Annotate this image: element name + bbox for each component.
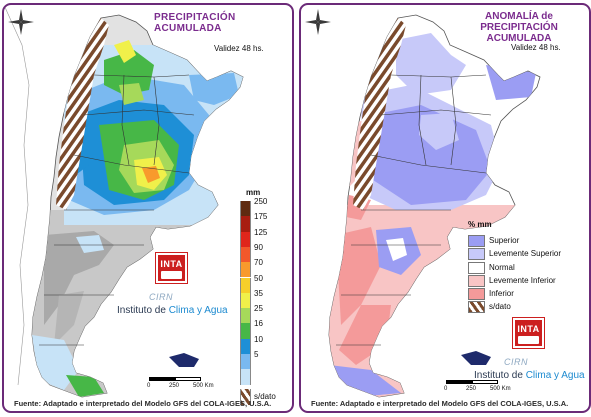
legend-swatch [240, 292, 251, 309]
legend-swatch [240, 201, 251, 217]
legend-item: 25 [240, 304, 286, 324]
inta-logo-text: INTA [517, 324, 540, 334]
legend-item: 16 [240, 319, 286, 339]
legend-swatch [468, 274, 485, 287]
scale-label-0: 0 [444, 386, 448, 392]
legend-label: Normal [489, 262, 515, 272]
scale-label-250: 250 [466, 386, 477, 392]
legend-item: 10 [240, 335, 286, 354]
map-title-line1: ANOMALÍA de [485, 11, 553, 22]
legend-swatch [240, 246, 251, 263]
malvinas-islands [461, 351, 491, 365]
legend-label: 10 [254, 334, 263, 344]
legend-label: 70 [254, 258, 263, 268]
validity-label: Validez 48 hs. [511, 43, 561, 52]
scale-bar: 0 250 500 Km [147, 377, 214, 397]
cirn-logo: CIRN [504, 357, 528, 367]
legend-label: Inferior [489, 289, 514, 299]
legend-item: 125 [240, 228, 286, 247]
legend-swatch [240, 262, 251, 278]
no-data-swatch [240, 389, 251, 405]
scale-label-500: 500 Km [490, 386, 511, 392]
scale-label-500: 500 Km [193, 383, 214, 389]
legend-swatch [240, 216, 251, 232]
map-title: PRECIPITACIÓN ACUMULADA [154, 12, 236, 34]
legend-label: 16 [254, 319, 263, 329]
institute-name: Instituto de Clima y Agua [117, 305, 228, 316]
legend-unit: mm [246, 188, 261, 197]
no-data-label: s/dato [489, 302, 511, 311]
legend-unit: % mm [468, 220, 492, 229]
legend-item: 5 [240, 350, 286, 370]
legend-label: 25 [254, 304, 263, 314]
no-data-label: s/dato [254, 392, 276, 401]
legend-item: 90 [240, 243, 286, 263]
compass-rose-icon [305, 9, 331, 35]
map-title: ANOMALÍA de PRECIPITACIÓN ACUMULADA [449, 11, 589, 44]
institute-prefix: Instituto de [117, 305, 169, 316]
legend-label: Levemente Superior [489, 249, 562, 259]
legend-item: 50 [240, 274, 286, 293]
province-borders [336, 74, 492, 346]
no-data-swatch [468, 301, 485, 313]
legend-item: 35 [240, 289, 286, 309]
institute-highlight: Clima y Agua [168, 305, 228, 316]
legend-no-data: s/dato [240, 389, 286, 405]
legend-swatch [240, 354, 251, 370]
legend-label: Superior [489, 236, 520, 245]
legend-swatch [240, 308, 251, 324]
scale-label-0: 0 [147, 383, 151, 389]
precipitation-panel: PRECIPITACIÓN ACUMULADA Validez 48 hs. m… [2, 3, 294, 413]
legend-swatch [468, 288, 485, 301]
institute-highlight: Clima y Agua [525, 370, 585, 381]
legend-swatch [468, 261, 485, 274]
legend-swatch [240, 338, 251, 354]
province-borders [39, 74, 195, 346]
legend-swatch [240, 231, 251, 247]
legend-label: 5 [254, 350, 259, 359]
compass-rose-icon [8, 9, 34, 35]
legend-item: 70 [240, 258, 286, 278]
legend-item: 175 [240, 212, 286, 232]
inta-logo: INTA [156, 253, 187, 283]
legend-label: 175 [254, 212, 268, 222]
legend-swatch [468, 248, 485, 261]
legend-item [240, 369, 286, 385]
legend-item: 250 [240, 197, 286, 217]
legend-label: 90 [254, 242, 263, 252]
legend-swatch [240, 277, 251, 293]
institute-name: Instituto de Clima y Agua [474, 370, 585, 381]
legend-label: Levemente Inferior [489, 275, 556, 285]
legend-label: 250 [254, 197, 268, 206]
legend-swatch [240, 369, 251, 385]
inta-logo: INTA [513, 318, 544, 348]
legend-label: 35 [254, 288, 263, 298]
scale-bar: 0 250 500 Km [444, 380, 511, 400]
legend-label: 125 [254, 227, 268, 237]
map-title-line2: PRECIPITACIÓN ACUMULADA [480, 22, 558, 44]
source-footer: Fuente: Adaptado e interpretado del Mode… [311, 399, 569, 408]
legend-swatch [468, 235, 485, 247]
scale-label-250: 250 [169, 383, 180, 389]
legend-label: 50 [254, 273, 263, 283]
validity-label: Validez 48 hs. [214, 44, 264, 53]
malvinas-islands [169, 353, 199, 367]
inta-logo-text: INTA [160, 259, 183, 269]
anomaly-panel: ANOMALÍA de PRECIPITACIÓN ACUMULADA Vali… [299, 3, 591, 413]
source-footer: Fuente: Adaptado e interpretado del Mode… [14, 399, 272, 408]
anomaly-map [328, 14, 541, 398]
cirn-logo: CIRN [149, 292, 173, 302]
precipitation-map [4, 5, 244, 398]
legend-swatch [240, 323, 251, 339]
institute-prefix: Instituto de [474, 370, 526, 381]
